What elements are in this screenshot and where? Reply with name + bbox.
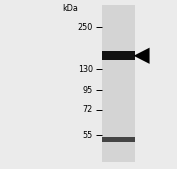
Polygon shape <box>134 48 150 64</box>
Text: 55: 55 <box>83 131 93 140</box>
Text: kDa: kDa <box>62 4 78 13</box>
Bar <box>102 137 135 142</box>
Text: 72: 72 <box>83 105 93 114</box>
Text: 250: 250 <box>78 22 93 32</box>
Text: 130: 130 <box>78 65 93 74</box>
Text: 95: 95 <box>83 86 93 95</box>
Bar <box>102 5 135 162</box>
Bar <box>102 51 135 60</box>
